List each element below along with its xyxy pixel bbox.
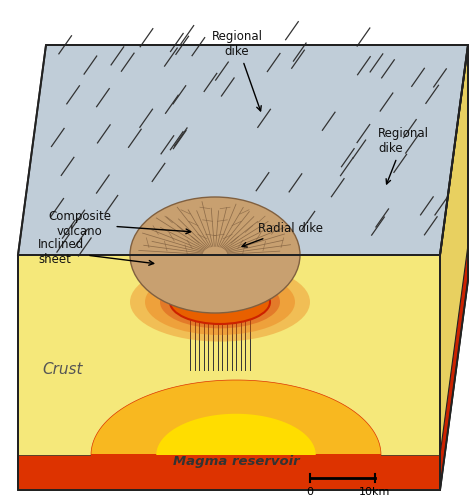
Ellipse shape xyxy=(145,269,295,335)
Polygon shape xyxy=(440,245,468,490)
Polygon shape xyxy=(18,455,440,490)
Polygon shape xyxy=(18,255,440,490)
Text: Inclined
sheet: Inclined sheet xyxy=(38,238,154,266)
Text: Magma
chamber: Magma chamber xyxy=(198,292,242,312)
Text: Radial dike: Radial dike xyxy=(242,222,323,247)
Text: Regional
dike: Regional dike xyxy=(211,30,263,111)
Ellipse shape xyxy=(130,262,310,342)
Ellipse shape xyxy=(160,276,280,328)
Polygon shape xyxy=(18,45,468,255)
Ellipse shape xyxy=(190,289,230,306)
Text: Composite
volcano: Composite volcano xyxy=(48,210,191,238)
Text: Magma reservoir: Magma reservoir xyxy=(173,456,299,468)
Polygon shape xyxy=(440,45,468,490)
Ellipse shape xyxy=(130,197,300,313)
Ellipse shape xyxy=(170,280,270,324)
Polygon shape xyxy=(91,380,381,455)
Polygon shape xyxy=(156,414,316,455)
Text: 0: 0 xyxy=(307,487,313,497)
Text: 10km: 10km xyxy=(359,487,391,497)
Ellipse shape xyxy=(170,280,270,324)
Text: Crust: Crust xyxy=(42,362,82,378)
Text: Regional
dike: Regional dike xyxy=(378,127,429,184)
